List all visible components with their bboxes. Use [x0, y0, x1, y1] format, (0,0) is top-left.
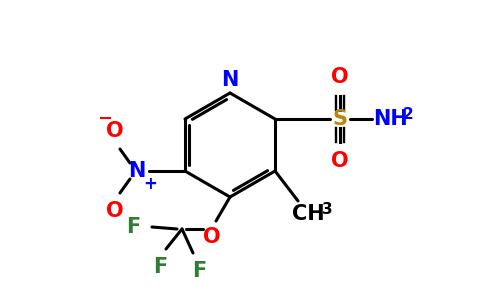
Text: O: O: [106, 201, 124, 221]
Text: O: O: [331, 67, 349, 87]
Text: 3: 3: [322, 202, 333, 217]
Text: F: F: [192, 261, 206, 281]
Text: O: O: [203, 227, 221, 247]
Text: S: S: [333, 109, 348, 129]
Text: O: O: [331, 151, 349, 171]
Text: −: −: [97, 110, 112, 128]
Text: N: N: [221, 70, 239, 90]
Text: N: N: [128, 161, 146, 181]
Text: 2: 2: [403, 107, 413, 122]
Text: O: O: [106, 121, 124, 141]
Text: NH: NH: [373, 109, 408, 129]
Text: CH: CH: [292, 204, 324, 224]
Text: F: F: [126, 217, 140, 237]
Text: +: +: [143, 175, 157, 193]
Text: F: F: [153, 257, 167, 277]
